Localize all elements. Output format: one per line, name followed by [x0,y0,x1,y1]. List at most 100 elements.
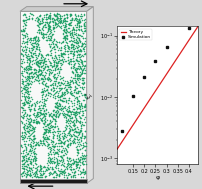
Point [43,63,46,66]
Point [77,74,81,77]
Point [26,157,30,160]
Point [20,74,24,77]
Point [83,129,86,132]
Point [73,39,76,42]
Point [25,175,28,178]
Point [81,83,84,86]
Point [39,30,42,33]
Point [82,76,86,79]
Point [57,60,61,63]
Point [22,95,25,98]
Point [77,99,80,102]
Point [40,108,43,111]
Point [52,145,55,148]
Point [52,175,56,178]
Point [64,120,68,123]
Point [78,18,81,21]
Point [77,37,80,40]
Point [41,106,45,109]
Point [42,128,46,131]
Point [41,139,45,142]
Point [81,42,84,45]
Point [79,142,82,145]
Point [61,24,64,27]
Point [65,166,68,169]
Point [50,152,53,155]
Point [23,134,26,137]
Point [20,53,24,56]
Point [77,62,80,65]
Point [50,125,54,129]
Point [43,176,46,179]
Point [34,169,37,172]
Point [24,48,28,51]
Point [46,159,50,162]
Point [69,125,72,129]
Point [74,17,77,20]
Point [38,19,41,22]
Point [72,60,75,63]
Point [76,41,79,44]
Point [75,99,79,102]
Point [76,149,80,152]
Point [29,174,32,177]
Point [69,122,72,125]
Point [75,71,78,74]
Point [76,13,79,16]
Point [71,168,74,171]
Point [20,98,23,101]
Point [68,137,71,140]
Point [36,112,39,115]
Point [71,108,74,111]
Point [67,40,70,43]
Point [63,104,67,107]
Point [21,101,24,104]
Point [55,175,58,178]
Point [46,167,49,170]
Point [37,78,41,81]
Point [34,159,37,162]
Point [70,110,73,113]
Point [50,166,54,169]
Point [42,79,45,82]
Point [64,116,68,119]
Point [53,61,56,64]
Point [54,23,57,26]
Point [73,75,77,78]
Point [61,39,65,42]
Point [25,58,29,61]
Point [21,36,24,40]
Point [21,164,24,167]
Point [49,30,52,33]
Point [55,22,58,25]
Point [65,114,68,117]
Point [59,58,63,61]
Point [24,164,27,167]
Point [69,60,73,63]
Point [30,161,33,164]
Point [57,21,61,24]
Point [49,43,52,46]
Point [25,171,28,174]
Point [75,53,78,56]
Point [79,148,82,151]
Point [47,123,50,126]
Point [82,105,85,108]
Point [40,17,43,20]
Point [61,109,64,112]
Point [76,49,79,52]
Point [73,114,77,117]
Point [56,16,59,19]
Point [26,117,29,120]
Point [72,162,75,165]
Point [21,150,25,153]
Point [59,52,63,55]
Point [54,24,57,27]
Point [30,157,33,160]
Point [70,18,74,21]
Point [57,69,60,72]
Point [40,165,43,168]
Point [52,56,55,59]
Point [24,148,27,151]
Point [21,74,25,77]
